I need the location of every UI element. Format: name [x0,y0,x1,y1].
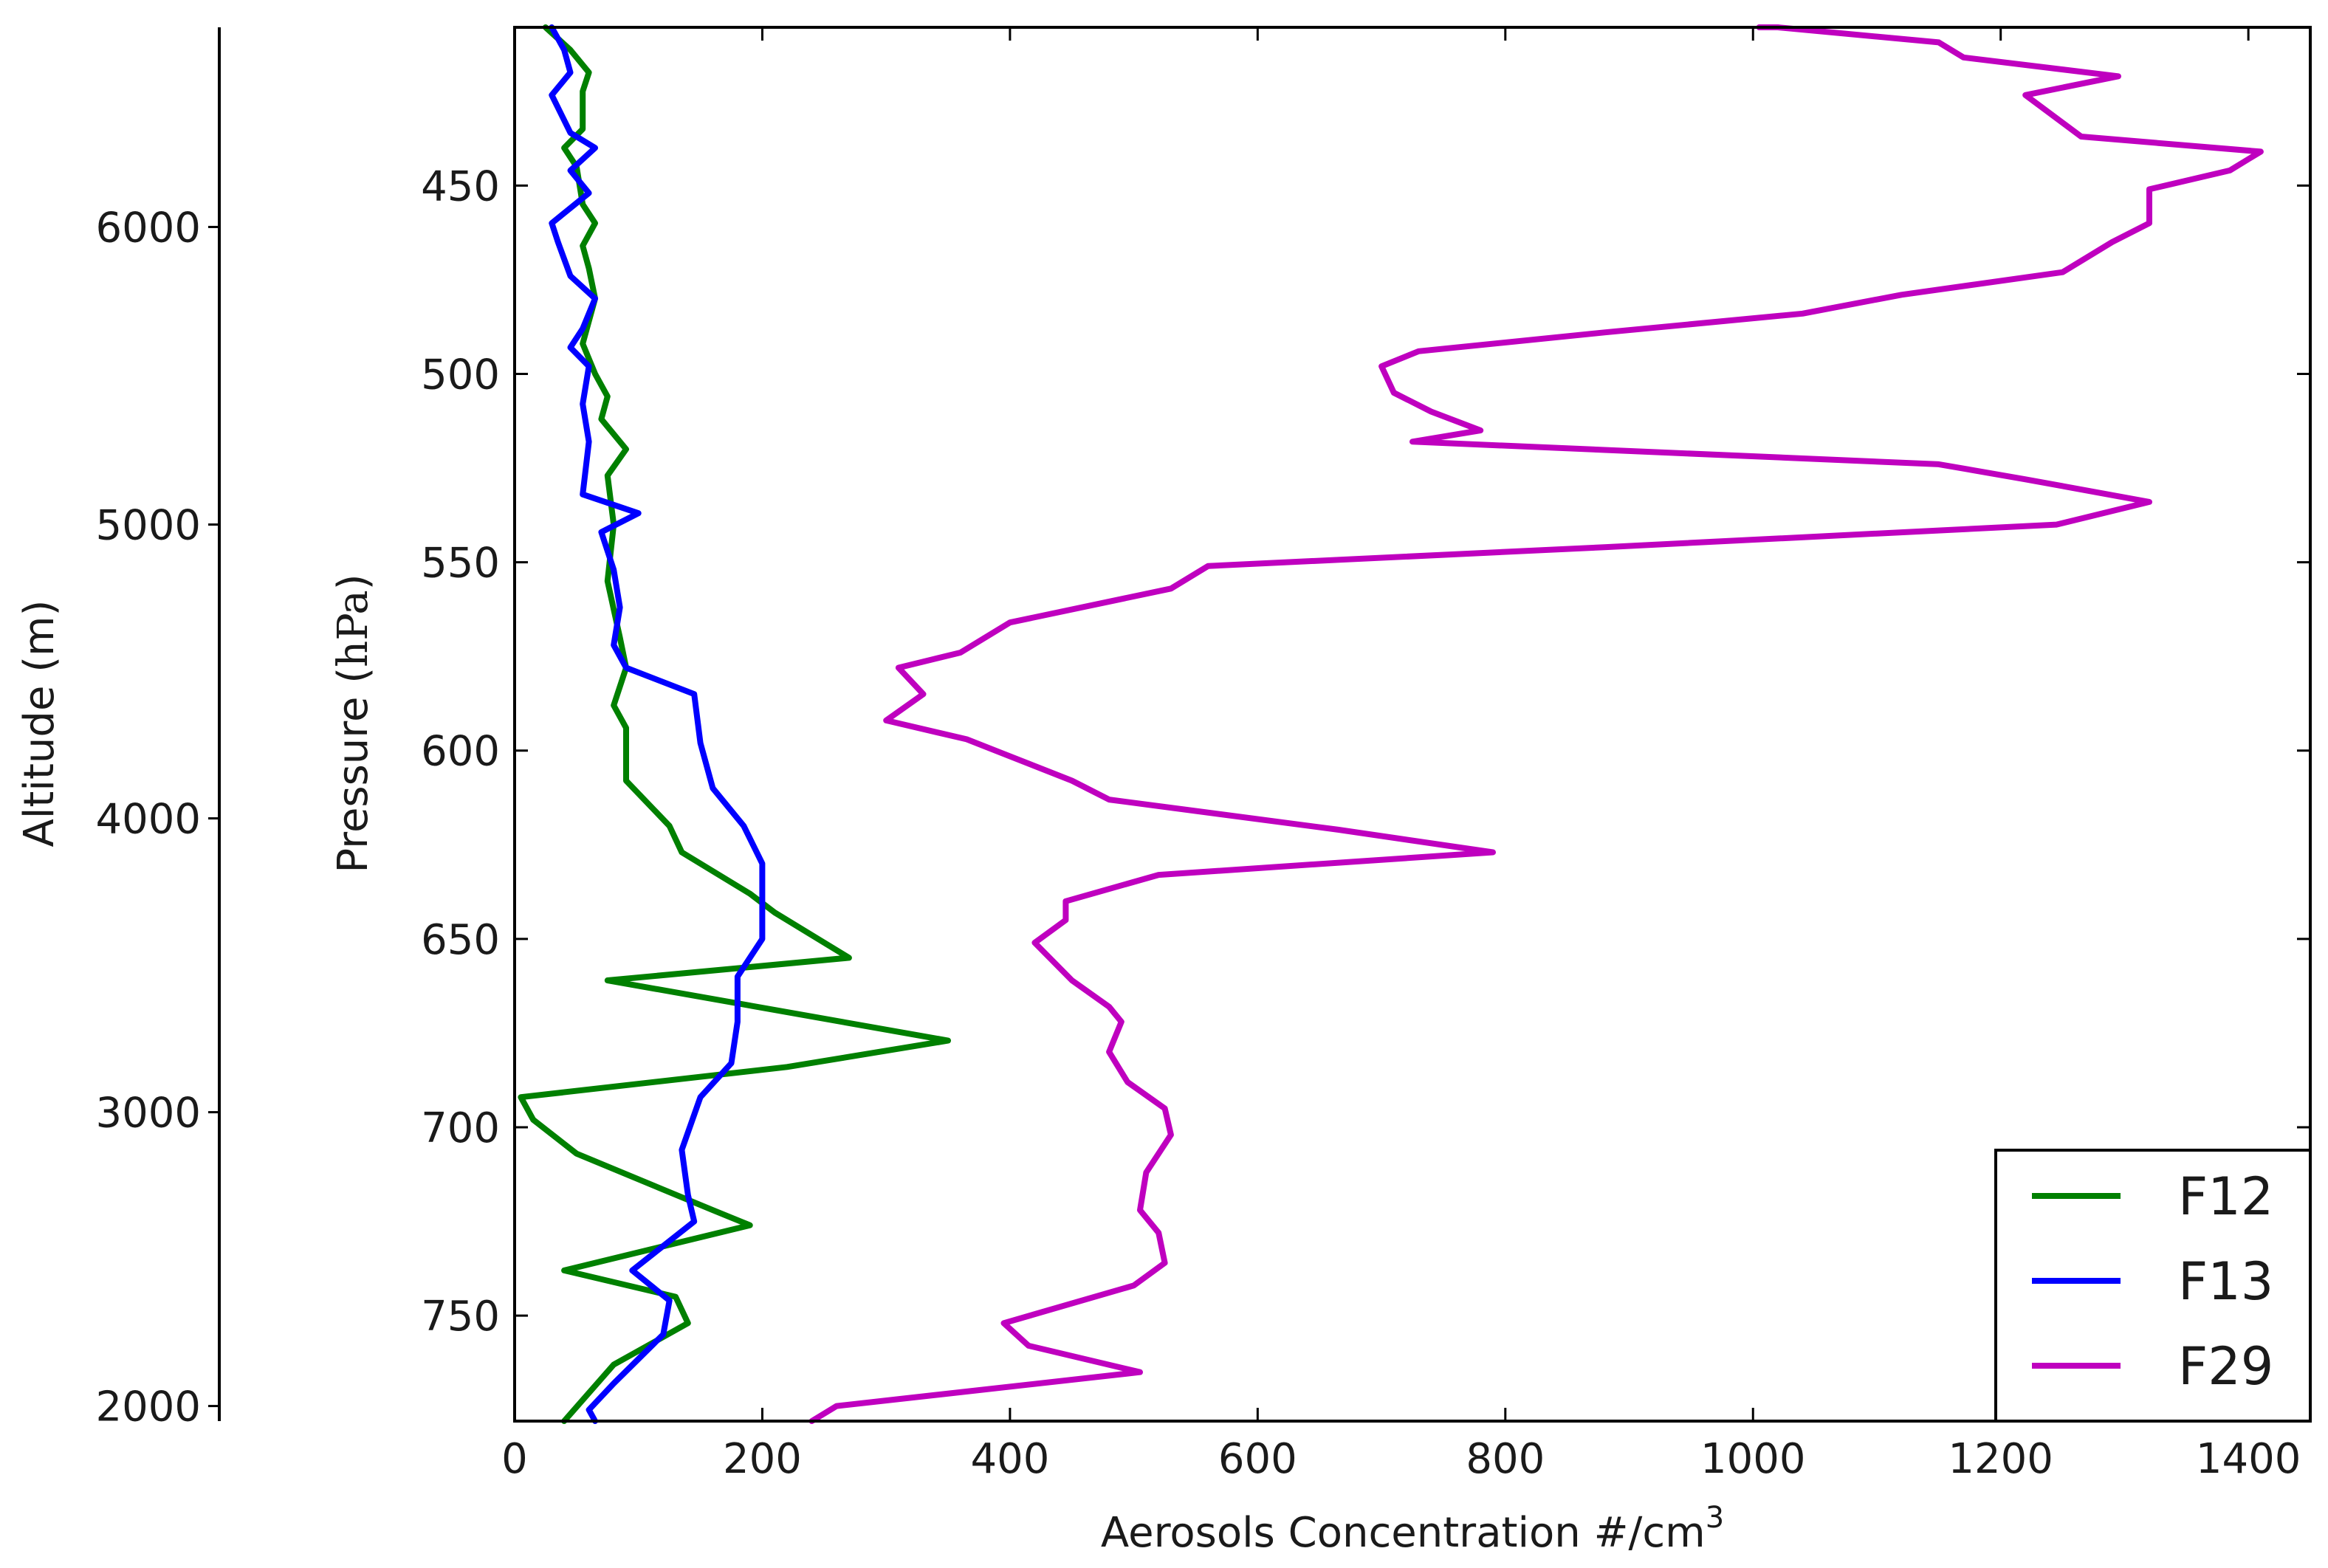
y-axis-title-unit: hPa [329,590,377,667]
altitude-tick-label: 2000 [95,1383,201,1431]
legend-label-f29: F29 [2178,1336,2273,1397]
y-tick-label: 450 [421,162,500,210]
x-axis-ticks: 0 200 400 600 800 1000 1200 1400 [501,27,2301,1483]
altitude-axis: 6000 5000 4000 3000 2000 Altitude (m) [16,27,221,1431]
altitude-ticks: 6000 5000 4000 3000 2000 [95,204,219,1431]
y-axis-title: Pressure (hPa) [329,574,377,873]
altitude-tick-label: 4000 [95,796,201,844]
series-line-f13 [549,24,766,1424]
plot-area: 0 200 400 600 800 1000 1200 1400 450 500 550 600 65… [421,24,2312,1483]
y-axis-title-suffix: ) [329,574,377,590]
x-tick-label: 200 [723,1435,802,1483]
x-tick-label: 1000 [1700,1435,1806,1483]
altitude-tick-label: 5000 [95,502,201,550]
x-axis-title-text: Aerosols Concentration #/cm [1101,1509,1706,1557]
altitude-tick-label: 3000 [95,1090,201,1138]
y-tick-label: 550 [421,540,500,588]
legend-items: F12 F13 F29 [2032,1166,2273,1397]
legend: F12 F13 F29 [1994,1149,2312,1423]
x-tick-label: 400 [970,1435,1049,1483]
legend-label-f13: F13 [2178,1251,2273,1312]
altitude-axis-title: Altitude (m) [16,600,63,847]
plot-frame [513,26,2312,1423]
y-tick-label: 700 [421,1104,500,1152]
y-tick-label: 650 [421,916,500,964]
altitude-tick-label: 6000 [95,204,201,252]
series-line-f29 [808,24,2264,1424]
x-tick-label: 0 [501,1435,528,1483]
y-axis-ticks: 450 500 550 600 650 700 750 [421,162,2310,1341]
x-tick-label: 1200 [1948,1435,2053,1483]
x-tick-label: 800 [1466,1435,1545,1483]
x-axis-title-superscript: 3 [1706,1501,1724,1535]
x-tick-label: 1400 [2196,1435,2301,1483]
x-tick-label: 600 [1218,1435,1297,1483]
x-axis-title: Aerosols Concentration #/cm3 [1101,1501,1724,1557]
y-axis-title-prefix: Pressure ( [329,667,377,873]
series-lines [518,24,2264,1424]
series-line-f12 [518,24,951,1424]
y-tick-label: 750 [421,1293,500,1341]
y-tick-label: 600 [421,728,500,776]
y-tick-label: 500 [421,351,500,399]
legend-label-f12: F12 [2178,1166,2273,1227]
